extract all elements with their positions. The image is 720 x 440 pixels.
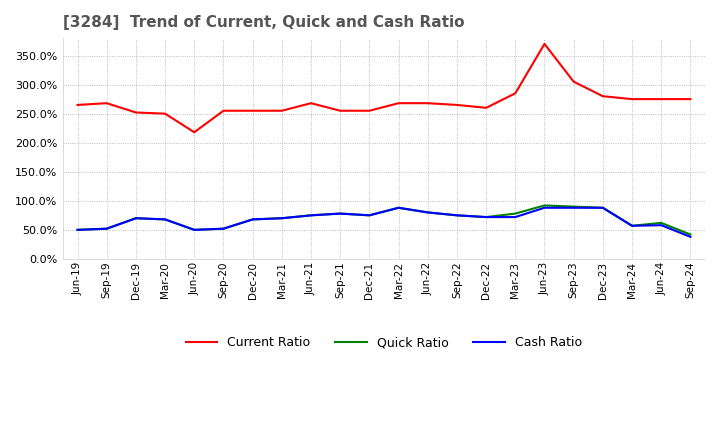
Current Ratio (365, 108, 374, 114)
Cash Ratio (336, 211, 344, 216)
Quick Ratio (73, 227, 82, 232)
Quick Ratio (453, 213, 462, 218)
Current Ratio (277, 108, 286, 114)
Line: Current Ratio: Current Ratio (78, 44, 690, 132)
Quick Ratio (307, 213, 315, 218)
Cash Ratio (161, 217, 169, 222)
Current Ratio (161, 111, 169, 116)
Quick Ratio (540, 203, 549, 208)
Legend: Current Ratio, Quick Ratio, Cash Ratio: Current Ratio, Quick Ratio, Cash Ratio (181, 331, 587, 354)
Cash Ratio (365, 213, 374, 218)
Quick Ratio (336, 211, 344, 216)
Quick Ratio (628, 223, 636, 228)
Current Ratio (511, 91, 520, 96)
Cash Ratio (482, 214, 490, 220)
Cash Ratio (598, 205, 607, 210)
Cash Ratio (132, 216, 140, 221)
Cash Ratio (102, 226, 111, 231)
Cash Ratio (248, 217, 257, 222)
Quick Ratio (423, 210, 432, 215)
Cash Ratio (219, 226, 228, 231)
Cash Ratio (73, 227, 82, 232)
Quick Ratio (482, 214, 490, 220)
Cash Ratio (307, 213, 315, 218)
Cash Ratio (423, 210, 432, 215)
Quick Ratio (365, 213, 374, 218)
Cash Ratio (395, 205, 403, 210)
Cash Ratio (277, 216, 286, 221)
Current Ratio (598, 94, 607, 99)
Quick Ratio (161, 217, 169, 222)
Cash Ratio (540, 205, 549, 210)
Current Ratio (628, 96, 636, 102)
Cash Ratio (190, 227, 199, 232)
Cash Ratio (628, 223, 636, 228)
Current Ratio (307, 101, 315, 106)
Quick Ratio (395, 205, 403, 210)
Quick Ratio (657, 220, 665, 226)
Line: Quick Ratio: Quick Ratio (78, 205, 690, 235)
Text: [3284]  Trend of Current, Quick and Cash Ratio: [3284] Trend of Current, Quick and Cash … (63, 15, 464, 30)
Current Ratio (395, 101, 403, 106)
Current Ratio (482, 105, 490, 110)
Quick Ratio (511, 211, 520, 216)
Current Ratio (248, 108, 257, 114)
Current Ratio (657, 96, 665, 102)
Quick Ratio (686, 232, 695, 237)
Current Ratio (190, 130, 199, 135)
Quick Ratio (190, 227, 199, 232)
Quick Ratio (598, 205, 607, 210)
Current Ratio (102, 101, 111, 106)
Current Ratio (219, 108, 228, 114)
Quick Ratio (570, 204, 578, 209)
Cash Ratio (453, 213, 462, 218)
Cash Ratio (511, 214, 520, 220)
Quick Ratio (277, 216, 286, 221)
Current Ratio (132, 110, 140, 115)
Line: Cash Ratio: Cash Ratio (78, 208, 690, 237)
Quick Ratio (248, 217, 257, 222)
Quick Ratio (219, 226, 228, 231)
Current Ratio (686, 96, 695, 102)
Quick Ratio (102, 226, 111, 231)
Current Ratio (453, 102, 462, 107)
Current Ratio (336, 108, 344, 114)
Current Ratio (540, 41, 549, 47)
Current Ratio (570, 79, 578, 84)
Quick Ratio (132, 216, 140, 221)
Current Ratio (423, 101, 432, 106)
Current Ratio (73, 102, 82, 107)
Cash Ratio (570, 205, 578, 210)
Cash Ratio (657, 223, 665, 228)
Cash Ratio (686, 234, 695, 239)
